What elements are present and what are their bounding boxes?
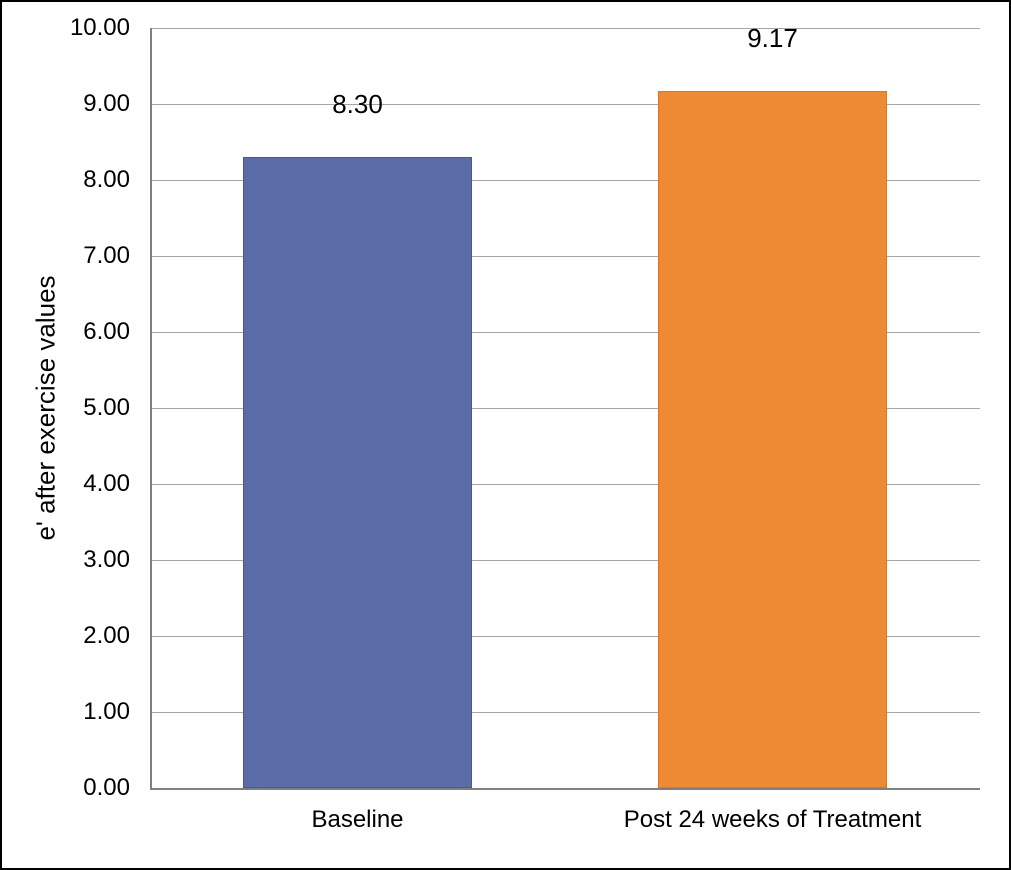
y-tick-label: 10.00 [70, 14, 130, 42]
y-tick-label: 9.00 [83, 90, 130, 118]
gridline [150, 28, 980, 29]
y-tick-label: 4.00 [83, 470, 130, 498]
plot-area: 8.309.17 [150, 28, 980, 788]
y-tick-label: 7.00 [83, 242, 130, 270]
gridline [150, 788, 980, 790]
y-axis-line [150, 28, 152, 788]
y-tick-label: 0.00 [83, 774, 130, 802]
y-tick-label: 8.00 [83, 166, 130, 194]
bar [658, 91, 886, 788]
bar-value-label: 8.30 [332, 89, 383, 120]
y-tick-label: 1.00 [83, 698, 130, 726]
y-tick-label: 2.00 [83, 622, 130, 650]
y-tick-label: 3.00 [83, 546, 130, 574]
chart-frame: 8.309.17 e' after exercise values 0.001.… [0, 0, 1011, 870]
y-axis-label: e' after exercise values [31, 275, 62, 540]
bar-value-label: 9.17 [747, 23, 798, 54]
x-tick-label: Post 24 weeks of Treatment [624, 806, 921, 834]
bar [243, 157, 471, 788]
y-tick-label: 6.00 [83, 318, 130, 346]
x-tick-label: Baseline [311, 806, 403, 834]
y-tick-label: 5.00 [83, 394, 130, 422]
